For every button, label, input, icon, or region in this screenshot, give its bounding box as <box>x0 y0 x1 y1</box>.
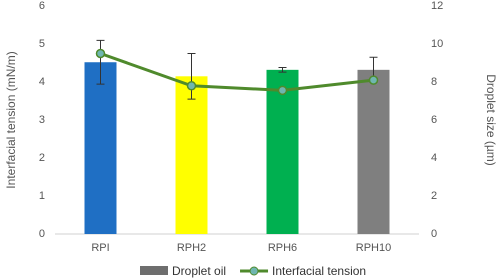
y2-tick-label: 10 <box>431 38 443 50</box>
y2-tick-label: 0 <box>431 228 437 240</box>
y-axis-label: Interfacial tension (mN/m) <box>4 51 18 188</box>
x-tick-label: RPH10 <box>356 242 391 254</box>
y-tick-label: 3 <box>39 114 45 126</box>
legend-label: Interfacial tension <box>272 264 366 278</box>
error-bar <box>278 67 287 73</box>
bar <box>357 69 390 234</box>
y2-tick-label: 8 <box>431 76 437 88</box>
y2-tick-label: 6 <box>431 114 437 126</box>
y-tick-label: 5 <box>39 38 45 50</box>
y-tick-label: 0 <box>39 228 45 240</box>
y-tick-label: 4 <box>39 76 45 88</box>
y-tick-label: 2 <box>39 152 45 164</box>
legend-swatch <box>140 266 168 275</box>
error-bar <box>96 39 105 85</box>
y-tick-label: 1 <box>39 190 45 202</box>
x-tick-label: RPI <box>91 242 109 254</box>
line-marker <box>186 81 197 91</box>
legend-label: Droplet oil <box>172 264 226 278</box>
x-tick-label: RPH2 <box>177 242 206 254</box>
line-marker <box>277 85 288 96</box>
line-marker <box>95 48 106 59</box>
y2-tick-label: 2 <box>431 190 437 202</box>
y2-axis-label: Droplet size (µm) <box>484 74 498 166</box>
bar <box>266 69 299 234</box>
bar <box>84 62 117 234</box>
error-bar <box>187 53 196 100</box>
line <box>99 52 374 92</box>
y2-tick-label: 4 <box>431 152 437 164</box>
legend-swatch <box>249 266 259 276</box>
y-tick-label: 6 <box>39 0 45 12</box>
y2-tick-label: 12 <box>431 0 443 12</box>
line-marker <box>368 75 379 85</box>
x-tick-label: RPH6 <box>268 242 297 254</box>
bar <box>175 76 208 234</box>
